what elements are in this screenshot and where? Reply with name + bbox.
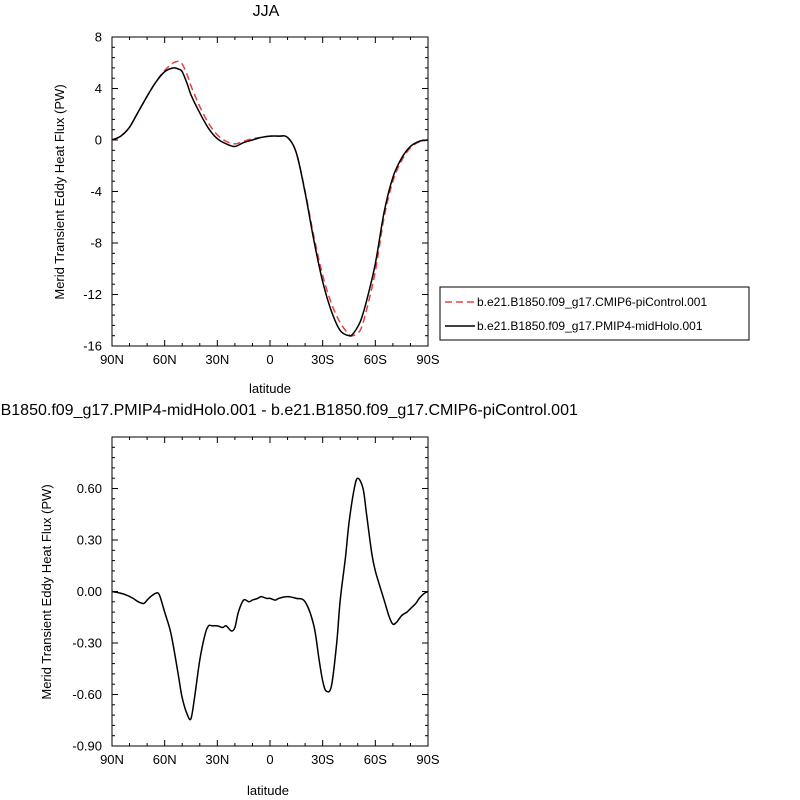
chart-top-title: JJA — [253, 3, 280, 20]
x-tick-label: 30S — [311, 752, 334, 767]
y-tick-label: -12 — [83, 287, 102, 302]
y-tick-label: 0.60 — [77, 481, 102, 496]
bottom-series-line-0 — [111, 477, 429, 721]
legend-box — [439, 286, 750, 341]
y-tick-label: -4 — [90, 184, 102, 199]
x-tick-label: 60S — [364, 752, 387, 767]
x-tick-label: 30N — [205, 352, 229, 367]
x-tick-label: 0 — [266, 752, 273, 767]
y-tick-label: -16 — [83, 339, 102, 354]
legend-label-midholo: b.e21.B1850.f09_g17.PMIP4-midHolo.001 — [477, 319, 703, 333]
chart-top: JJA 90N 60N 30N 0 30S 60S 90S 8 4 0 -4 -8 -12 -16 lat… — [52, 3, 750, 396]
x-tick-label: 90S — [416, 352, 439, 367]
chart-top-ticks: 90N 60N 30N 0 30S 60S 90S 8 4 0 -4 -8 -12 -16 — [83, 30, 440, 368]
x-tick-label: 60N — [153, 752, 177, 767]
x-tick-label: 60N — [153, 352, 177, 367]
chart-bottom-ylabel: Merid Transient Eddy Heat Flux (PW) — [39, 484, 54, 699]
chart-bottom: b.e21.B1850.f09_g17.PMIP4-midHolo.001 - … — [0, 402, 578, 798]
x-tick-label: 60S — [364, 352, 387, 367]
chart-top-legend: b.e21.B1850.f09_g17.CMIP6-piControl.001 … — [439, 286, 750, 341]
y-tick-label: -8 — [90, 236, 102, 251]
y-tick-label: 0 — [95, 133, 102, 148]
top-series-line-0 — [111, 60, 429, 337]
chart-top-series — [111, 60, 429, 337]
top-series-line-1 — [111, 67, 429, 337]
chart-bottom-xlabel: latitude — [247, 783, 289, 798]
y-tick-label: 8 — [95, 30, 102, 45]
y-tick-label: -0.30 — [72, 636, 102, 651]
chart-top-xlabel: latitude — [249, 381, 291, 396]
chart-bottom-plot-frame — [111, 436, 429, 747]
chart-top-ylabel: Merid Transient Eddy Heat Flux (PW) — [52, 84, 67, 299]
x-tick-label: 30S — [311, 352, 334, 367]
x-tick-label: 90N — [100, 752, 124, 767]
chart-top-plot-frame — [111, 36, 429, 347]
chart-bottom-title: b.e21.B1850.f09_g17.PMIP4-midHolo.001 - … — [0, 402, 578, 419]
y-tick-label: 0.00 — [77, 584, 102, 599]
y-tick-label: -0.60 — [72, 687, 102, 702]
y-tick-label: 4 — [95, 81, 102, 96]
x-tick-label: 90N — [100, 352, 124, 367]
x-tick-label: 90S — [416, 752, 439, 767]
x-tick-label: 30N — [205, 752, 229, 767]
legend-label-picontrol: b.e21.B1850.f09_g17.CMIP6-piControl.001 — [477, 295, 707, 309]
y-tick-label: -0.90 — [72, 739, 102, 754]
x-tick-label: 0 — [266, 352, 273, 367]
y-tick-label: 0.30 — [77, 533, 102, 548]
chart-bottom-series — [111, 477, 429, 721]
